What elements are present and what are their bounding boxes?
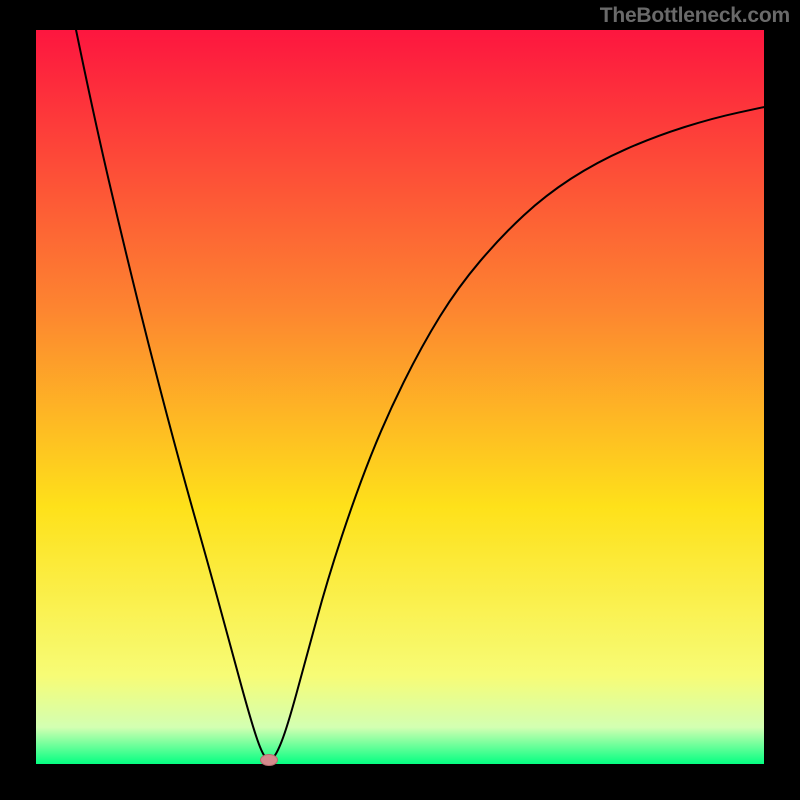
bottleneck-curve bbox=[36, 30, 764, 764]
attribution-text: TheBottleneck.com bbox=[600, 4, 790, 28]
plot-area bbox=[36, 30, 764, 764]
minimum-marker bbox=[260, 754, 278, 766]
curve-path bbox=[76, 30, 764, 759]
chart-frame: TheBottleneck.com bbox=[0, 0, 800, 800]
